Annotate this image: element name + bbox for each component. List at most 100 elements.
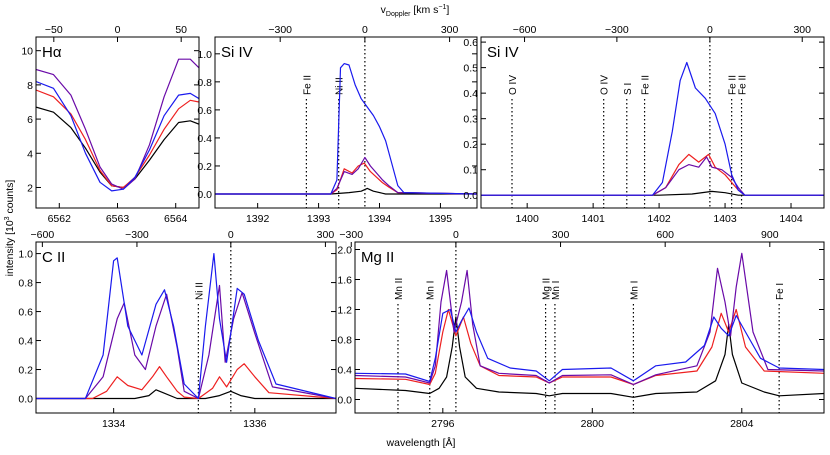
si1-ytick-label: 0.4 (197, 133, 212, 145)
si2-xtick-label: 1402 (647, 213, 671, 225)
ha-top-xtick-label: 0 (115, 24, 121, 36)
ha-xtick-label: 6563 (106, 213, 130, 225)
ha-series-purple (36, 58, 199, 190)
ha-frame (35, 36, 200, 209)
c2-top-xtick-label: −300 (125, 229, 149, 241)
c2-ytick-label: 0.8 (18, 278, 33, 290)
si1-series-red (215, 162, 477, 195)
c2-ytick-label: 0.4 (18, 336, 33, 348)
ha-series-blue (36, 80, 199, 192)
mg2-ytick-label: 1.6 (337, 275, 352, 287)
si2-panel: 1400 1401 1402 1403 1404 −600 −300 0 300 0.0 0.1 0.… (463, 24, 825, 225)
si1-xtick-label: 1394 (368, 213, 392, 225)
si1-series-black (215, 187, 477, 195)
mg2-series-purple (355, 252, 824, 386)
mg2-xtick-label: 2800 (581, 418, 605, 430)
ha-title: Hα (42, 44, 62, 61)
si2-series-black (481, 190, 824, 196)
si2-marker-label: O IV (508, 75, 519, 95)
si2-top-xtick-label: −300 (605, 24, 629, 36)
mg2-marker-label: Mn II (394, 278, 405, 300)
mg2-top-xtick-label: 900 (761, 229, 779, 241)
mg2-top-xtick-label: 600 (656, 229, 674, 241)
top-axis-label: vDoppler [km s−1] (381, 4, 450, 18)
c2-top-xtick-label: 0 (228, 229, 234, 241)
mg2-ytick-label: 0.0 (337, 395, 352, 407)
mg2-top-xtick-label: 0 (453, 229, 459, 241)
ha-ytick-label: 4 (27, 148, 33, 160)
c2-title: C II (42, 249, 65, 266)
mg2-marker-label: Mg II (542, 278, 553, 300)
mg2-top-xtick-label: −300 (339, 229, 363, 241)
c2-xtick-label: 1334 (102, 418, 126, 430)
si2-xtick-label: 1404 (779, 213, 803, 225)
si1-ytick-label: 0.0 (197, 189, 212, 201)
si1-top-xtick-label: 0 (362, 24, 368, 36)
ha-xtick-label: 6562 (48, 213, 72, 225)
si2-ytick-label: 0.3 (463, 114, 478, 126)
ha-series-red (36, 89, 199, 189)
si2-marker-label: O IV (600, 75, 611, 95)
si2-ytick-label: 0.1 (463, 165, 478, 177)
c2-ytick-label: 0.0 (18, 394, 33, 406)
si2-ytick-label: 0.5 (463, 63, 478, 75)
si2-marker-label: Fe II (728, 75, 739, 95)
si1-ytick-label: 0.2 (197, 161, 212, 173)
si1-ytick-label: 1.0 (197, 49, 212, 61)
si2-top-xtick-label: 0 (707, 24, 713, 36)
si1-ytick-label: 0.8 (197, 77, 212, 89)
y-axis-label: intensity [103 counts] (4, 180, 16, 277)
ha-top-xtick-label: −50 (45, 24, 63, 36)
si2-marker-label: S I (623, 83, 634, 95)
c2-panel: 1334 1336 −600 −300 0 300 0.0 0.2 0.4 0.6 0.8 1.0 Ni… (18, 229, 337, 430)
si1-top-xtick-label: −300 (268, 24, 292, 36)
ha-panel: 6562 6563 6564 −50 0 50 2 4 6 8 10 Hα (21, 24, 200, 225)
mg2-marker-label: Mn I (629, 281, 640, 300)
c2-series-blue (36, 253, 336, 400)
mg2-marker-label: Mn I (426, 281, 437, 300)
c2-top-xtick-label: −600 (31, 229, 55, 241)
ha-top-xtick-label: 50 (175, 24, 187, 36)
c2-ytick-label: 0.6 (18, 307, 33, 319)
ha-xtick-label: 6564 (164, 213, 188, 225)
mg2-series-blue (355, 307, 824, 383)
c2-top-xtick-label: 300 (317, 229, 335, 241)
si1-title: Si IV (221, 44, 253, 61)
si2-frame (480, 36, 825, 209)
c2-marker-label: Ni II (194, 282, 205, 300)
mg2-xtick-label: 2804 (730, 418, 754, 430)
si1-marker-label: Fe II (302, 75, 313, 95)
mg2-ytick-label: 2.0 (337, 245, 352, 257)
si2-series-purple (481, 156, 824, 196)
c2-series-red (36, 363, 336, 400)
c2-xtick-label: 1336 (243, 418, 267, 430)
si2-xtick-label: 1401 (581, 213, 605, 225)
ha-ytick-label: 2 (27, 182, 33, 194)
c2-series-black (36, 389, 336, 400)
si1-frame (214, 36, 478, 209)
mg2-series-black (355, 316, 824, 398)
si1-panel: 1392 1393 1394 1395 −300 0 300 0.0 0.2 0.4 0.6 0.8 1… (197, 24, 478, 225)
si2-ytick-label: 0.2 (463, 139, 478, 151)
si2-ytick-label: 0.4 (463, 88, 478, 100)
mg2-frame (354, 241, 825, 414)
c2-series-purple (36, 284, 336, 400)
si2-xtick-label: 1403 (713, 213, 737, 225)
mg2-xtick-label: 2796 (431, 418, 455, 430)
mg2-ytick-label: 0.4 (337, 365, 352, 377)
ha-series-black (36, 106, 199, 189)
si1-xtick-label: 1393 (307, 213, 331, 225)
ha-ytick-label: 10 (21, 46, 33, 58)
ha-ytick-label: 8 (27, 80, 33, 92)
si2-top-xtick-label: 300 (793, 24, 811, 36)
mg2-ytick-label: 1.2 (337, 305, 352, 317)
mg2-panel: 2796 2800 2804 −300 0 300 600 900 0.0 0.4 0.8 1.2 1.… (337, 229, 825, 430)
c2-ytick-label: 1.0 (18, 249, 33, 261)
c2-frame (35, 241, 337, 414)
mg2-top-xtick-label: 300 (552, 229, 570, 241)
si2-series-red (481, 153, 824, 196)
si1-xtick-label: 1395 (429, 213, 453, 225)
mg2-title: Mg II (361, 249, 394, 266)
si1-xtick-label: 1392 (246, 213, 270, 225)
